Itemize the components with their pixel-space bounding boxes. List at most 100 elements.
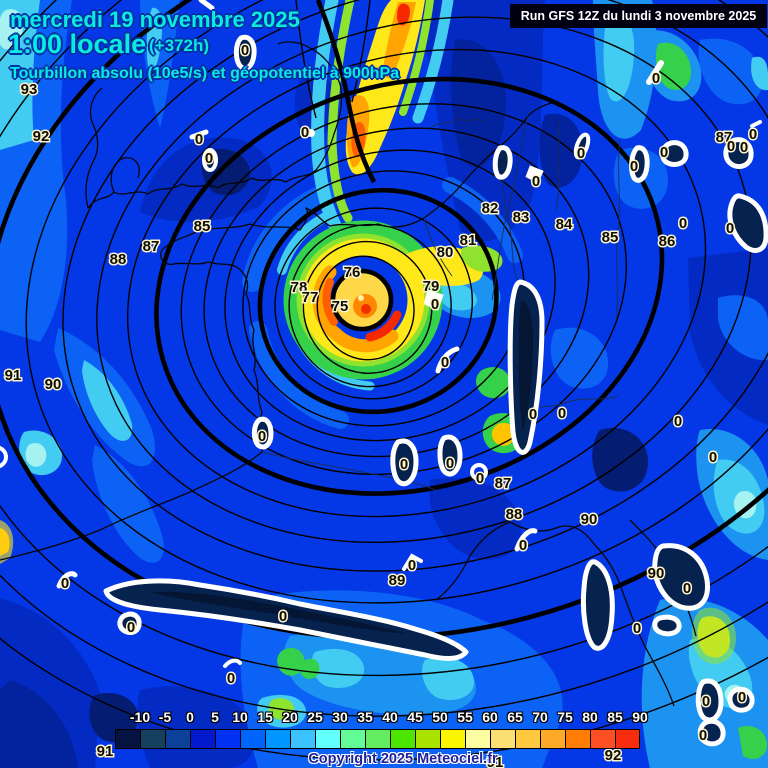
- zero-vorticity-label: 0: [205, 150, 213, 167]
- geopotential-label: 93: [21, 81, 38, 98]
- zero-vorticity-label: 0: [674, 413, 682, 430]
- run-info-text: Run GFS 12Z du lundi 3 novembre 2025: [520, 9, 757, 23]
- zero-vorticity-label: 0: [738, 689, 746, 706]
- zero-vorticity-label: 0: [127, 619, 135, 636]
- zero-vorticity-label: 0: [519, 537, 527, 554]
- zero-vorticity-label: 0: [726, 220, 734, 237]
- zero-vorticity-label: 0: [699, 727, 707, 744]
- colorbar-tick: -5: [158, 709, 172, 725]
- geopotential-label: 78: [291, 279, 308, 296]
- colorbar: [115, 729, 640, 749]
- zero-vorticity-label: 0: [301, 124, 309, 141]
- geopotential-label: 91: [97, 743, 114, 760]
- colorbar-tick: 90: [632, 709, 648, 725]
- geopotential-label: 87: [495, 475, 512, 492]
- colorbar-cell: [165, 729, 190, 749]
- colorbar-cell: [340, 729, 365, 749]
- colorbar-tick: 85: [607, 709, 623, 725]
- zero-vorticity-label: 0: [652, 70, 660, 87]
- geopotential-label: 81: [460, 232, 477, 249]
- colorbar-cell: [465, 729, 490, 749]
- colorbar-tick: 80: [582, 709, 598, 725]
- zero-vorticity-label: 0: [61, 575, 69, 592]
- colorbar-tick: 5: [211, 709, 219, 725]
- colorbar-cell: [540, 729, 565, 749]
- geopotential-label: 75: [332, 298, 349, 315]
- zero-vorticity-label: 0: [749, 126, 757, 143]
- zero-vorticity-label: 0: [227, 670, 235, 687]
- geopotential-label: 80: [437, 244, 454, 261]
- zero-vorticity-label: 0: [702, 693, 710, 710]
- colorbar-tick: 50: [432, 709, 448, 725]
- colorbar-cell: [440, 729, 465, 749]
- zero-vorticity-label: 0: [241, 42, 249, 59]
- colorbar-tick: 10: [232, 709, 248, 725]
- parameter-subtitle: Tourbillon absolu (10e5/s) et géopotenti…: [10, 65, 400, 82]
- colorbar-tick: 30: [332, 709, 348, 725]
- geopotential-label: 83: [513, 209, 530, 226]
- zero-vorticity-label: 0: [258, 428, 266, 445]
- zero-vorticity-label: 0: [476, 470, 484, 487]
- zero-vorticity-label: 0: [532, 173, 540, 190]
- zero-vorticity-label: 0: [431, 296, 439, 313]
- colorbar-cell: [515, 729, 540, 749]
- zero-vorticity-label: 0: [683, 580, 691, 597]
- geopotential-label: 91: [487, 754, 504, 768]
- date-line: mercredi 19 novembre 2025: [10, 7, 300, 32]
- colorbar-cell: [215, 729, 240, 749]
- colorbar-cell: [615, 729, 640, 749]
- zero-vorticity-label: 0: [740, 139, 748, 156]
- colorbar-tick: 75: [557, 709, 573, 725]
- geopotential-label: 85: [602, 229, 619, 246]
- colorbar-cell: [490, 729, 515, 749]
- colorbar-tick: -10: [129, 709, 151, 725]
- geopotential-label: 90: [581, 511, 598, 528]
- negative-vorticity-layer: [103, 34, 768, 747]
- zero-vorticity-label: 0: [400, 456, 408, 473]
- colorbar-cell: [115, 729, 140, 749]
- geopotential-label: 91: [5, 367, 22, 384]
- geopotential-label: 82: [482, 200, 499, 217]
- zero-vorticity-label: 0: [660, 144, 668, 161]
- colorbar-tick: 70: [532, 709, 548, 725]
- colorbar-tick: 15: [257, 709, 273, 725]
- zero-vorticity-label: 0: [630, 158, 638, 175]
- geopotential-label: 76: [344, 264, 361, 281]
- colorbar-tick: 45: [407, 709, 423, 725]
- geopotential-label: 90: [45, 376, 62, 393]
- colorbar-cell: [415, 729, 440, 749]
- zero-vorticity-label: 0: [441, 354, 449, 371]
- colorbar-tick: 35: [357, 709, 373, 725]
- zero-vorticity-label: 0: [727, 138, 735, 155]
- colorbar-cell: [190, 729, 215, 749]
- zero-vorticity-label: 0: [558, 405, 566, 422]
- forecast-offset: (+372h): [149, 36, 209, 55]
- colorbar-tick: 0: [186, 709, 194, 725]
- geopotential-label: 77: [302, 289, 319, 306]
- colorbar-cell: [315, 729, 340, 749]
- zero-vorticity-label: 0: [529, 406, 537, 423]
- colorbar-cell: [590, 729, 615, 749]
- zero-vorticity-label: 0: [709, 449, 717, 466]
- copyright-text: Copyright 2025 Meteociel.fr: [308, 751, 498, 767]
- zero-vorticity-label: 0: [679, 215, 687, 232]
- geopotential-label: 88: [110, 251, 127, 268]
- colorbar-tick: 65: [507, 709, 523, 725]
- colorbar-tick: 60: [482, 709, 498, 725]
- colorbar-cell: [240, 729, 265, 749]
- colorbar-ticks: -10 -5 0 5 10 15 20 25 30 35 40 45 50 55 60 65 70 75 80 85 9…: [115, 709, 655, 727]
- colorbar-cell: [290, 729, 315, 749]
- zero-vorticity-label: 0: [408, 557, 416, 574]
- geopotential-label: 92: [33, 128, 50, 145]
- white-mark-layer: [0, 0, 762, 668]
- zero-vorticity-label: 0: [633, 620, 641, 637]
- geopotential-label: 89: [389, 572, 406, 589]
- colorbar-tick: 20: [282, 709, 298, 725]
- zero-vorticity-label: 0: [446, 455, 454, 472]
- geopotential-label: 90: [648, 565, 665, 582]
- colorbar-cell: [390, 729, 415, 749]
- geopotential-label: 79: [423, 278, 440, 295]
- colorbar-cell: [265, 729, 290, 749]
